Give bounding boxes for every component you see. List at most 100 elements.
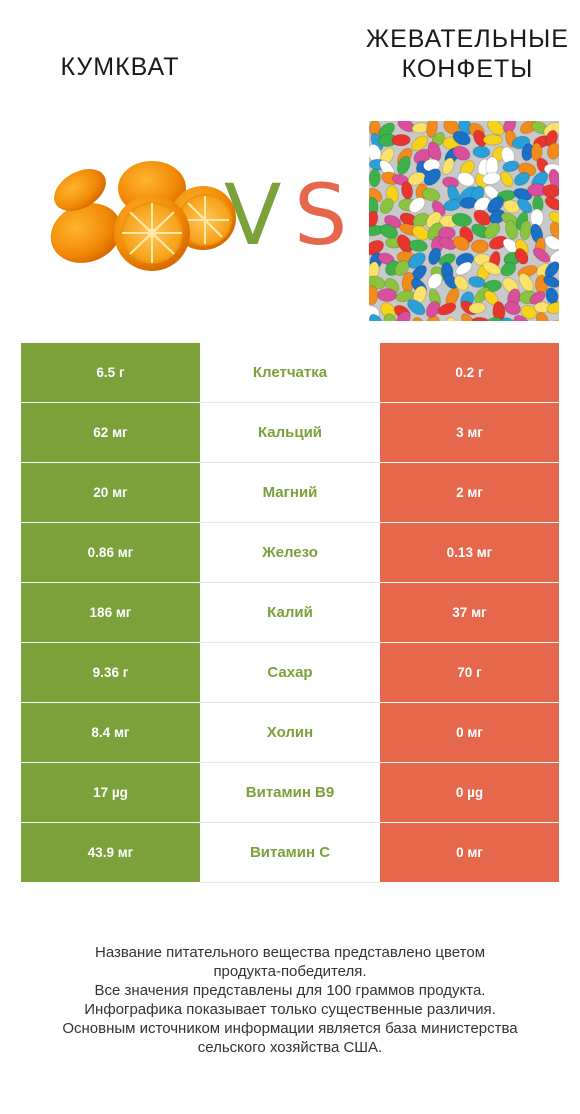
footer-line-3: Все значения представлены для 100 граммо…	[94, 982, 486, 999]
jelly-bean	[518, 272, 534, 292]
jelly-bean	[530, 142, 543, 162]
jelly-bean	[369, 313, 385, 321]
jelly-bean	[379, 198, 394, 214]
jelly-bean	[500, 317, 518, 321]
jelly-bean	[411, 317, 427, 321]
footer-line-2: продукта-победителя.	[213, 963, 367, 980]
jelly-bean	[514, 248, 529, 265]
jelly-bean	[549, 249, 559, 265]
right-value: 0 µg	[380, 763, 559, 823]
right-value: 0.2 г	[380, 343, 559, 403]
table-row: 8.4 мг Холин 0 мг	[21, 703, 559, 763]
jelly-bean	[452, 145, 471, 161]
jelly-bean	[376, 288, 398, 302]
jelly-bean	[535, 311, 549, 321]
jelly-bean	[482, 134, 503, 146]
jelly-bean	[407, 252, 426, 269]
vs-letter-s: S	[294, 166, 348, 264]
table-row: 6.5 г Клетчатка 0.2 г	[21, 343, 559, 403]
jelly-bean	[408, 196, 426, 214]
jelly-bean	[468, 276, 486, 288]
footer-line-1: Название питательного вещества представл…	[94, 944, 486, 961]
jelly-bean	[391, 133, 411, 147]
right-value: 0 мг	[380, 703, 559, 763]
jelly-bean	[472, 145, 491, 159]
jelly-bean	[411, 225, 430, 241]
jelly-bean	[457, 171, 475, 187]
jelly-bean	[437, 302, 457, 316]
jelly-bean	[473, 129, 487, 147]
right-value: 70 г	[380, 643, 559, 703]
jelly-bean	[543, 275, 559, 288]
nutrient-name: Железо	[200, 523, 380, 583]
left-value: 17 µg	[21, 763, 200, 823]
jelly-bean	[452, 235, 470, 251]
jelly-bean	[492, 301, 506, 321]
jelly-bean	[532, 247, 551, 263]
jelly-bean	[421, 187, 441, 202]
footer-line-6: сельского хозяйства США.	[197, 1039, 383, 1056]
jelly-bean	[482, 172, 501, 185]
jelly-bean	[486, 196, 504, 214]
left-value: 9.36 г	[21, 643, 200, 703]
jelly-bean	[471, 316, 492, 321]
jelly-bean	[468, 302, 487, 315]
jelly-bean	[427, 272, 443, 290]
jelly-bean	[500, 261, 517, 277]
left-product-title: КУМКВАТ	[60, 53, 180, 81]
jelly-bean	[503, 199, 520, 214]
nutrient-name: Кальций	[200, 403, 380, 463]
jelly-bean	[529, 290, 546, 305]
jelly-bean	[455, 261, 473, 276]
nutrient-name: Сахар	[200, 643, 380, 703]
jelly-bean	[517, 197, 533, 214]
vs-letter-v: V	[224, 166, 282, 264]
jelly-bean	[470, 239, 489, 254]
jelly-bean	[500, 171, 514, 188]
jelly-bean	[546, 301, 559, 315]
right-product-title: ЖЕВАТЕЛЬНЫЕ КОНФЕТЫ	[360, 24, 575, 84]
jelly-bean	[549, 221, 559, 240]
jelly-bean	[544, 235, 559, 251]
jelly-bean	[452, 130, 471, 146]
jelly-bean	[453, 275, 469, 291]
table-row: 9.36 г Сахар 70 г	[21, 643, 559, 703]
jelly-bean	[451, 212, 473, 227]
jelly-bean	[423, 168, 442, 186]
table-row: 20 мг Магний 2 мг	[21, 463, 559, 523]
left-value: 20 мг	[21, 463, 200, 523]
jelly-bean	[520, 304, 537, 320]
nutrient-name: Витамин B9	[200, 763, 380, 823]
table-row: 186 мг Калий 37 мг	[21, 583, 559, 643]
jelly-bean	[383, 313, 397, 321]
right-value: 3 мг	[380, 403, 559, 463]
right-value: 37 мг	[380, 583, 559, 643]
left-value: 8.4 мг	[21, 703, 200, 763]
jelly-bean	[428, 247, 442, 266]
jelly-bean	[487, 121, 505, 136]
jelly-bean	[513, 171, 530, 186]
jelly-bean	[395, 310, 411, 321]
jelly-bean	[427, 141, 442, 162]
right-title-line-2: КОНФЕТЫ	[401, 55, 534, 83]
nutrient-comparison-table: 6.5 г Клетчатка 0.2 г 62 мг Кальций 3 мг 20 мг…	[21, 343, 559, 883]
jelly-bean	[458, 121, 473, 136]
footer-line-5: Основным источником информации является …	[62, 1020, 518, 1037]
jelly-bean	[544, 196, 559, 211]
table-row: 62 мг Кальций 3 мг	[21, 403, 559, 463]
left-value: 43.9 мг	[21, 823, 200, 883]
jelly-bean	[473, 209, 492, 226]
jelly-bean	[473, 196, 491, 212]
left-value: 6.5 г	[21, 343, 200, 403]
jelly-bean	[546, 142, 559, 160]
jelly-bean	[379, 223, 399, 239]
jelly-bean	[394, 259, 410, 277]
jelly-bean	[502, 160, 520, 173]
nutrient-name: Витамин C	[200, 823, 380, 883]
vs-logo: V S	[222, 165, 352, 265]
jelly-bean	[504, 219, 519, 240]
jelly-bean	[446, 316, 460, 321]
table-row: 0.86 мг Железо 0.13 мг	[21, 523, 559, 583]
right-value: 2 мг	[380, 463, 559, 523]
